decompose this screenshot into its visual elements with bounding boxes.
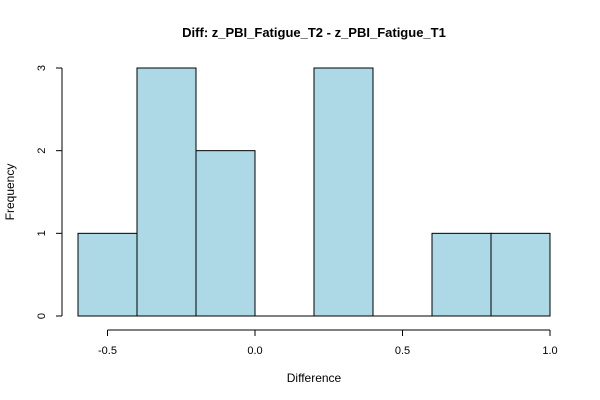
histogram-bar [77, 232, 138, 317]
y-tick-label: 0 [36, 313, 48, 319]
histogram-bar [136, 67, 197, 317]
y-tick-label: 3 [36, 65, 48, 71]
histogram-bar [195, 150, 256, 317]
y-tick-label: 2 [36, 148, 48, 154]
x-tick-label: 0.0 [247, 345, 262, 357]
x-axis: -0.5 0.0 0.5 1.0 [98, 329, 558, 357]
y-axis-label: Frequency [3, 164, 17, 221]
bars-group [77, 67, 551, 317]
histogram-bar [313, 67, 374, 317]
x-axis-label: Difference [287, 371, 342, 385]
chart-title: Diff: z_PBI_Fatigue_T2 - z_PBI_Fatigue_T… [182, 25, 446, 40]
y-tick-label: 1 [36, 230, 48, 236]
histogram-bar [490, 232, 551, 317]
x-tick-label: 0.5 [395, 345, 410, 357]
histogram-bar [431, 232, 492, 317]
x-tick-label: -0.5 [98, 345, 117, 357]
x-tick-label: 1.0 [542, 345, 557, 357]
y-axis: 0 1 2 3 [36, 65, 63, 319]
